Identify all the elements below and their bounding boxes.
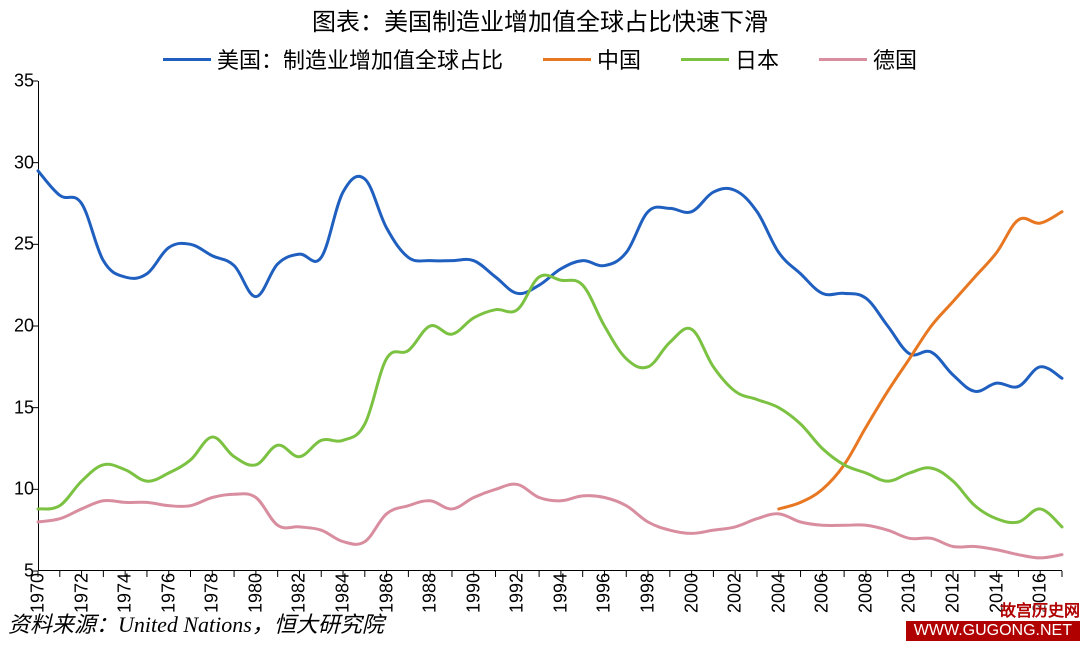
x-tick-label: 2000 xyxy=(681,573,702,613)
x-tick-label: 1998 xyxy=(638,573,659,613)
legend-item-japan: 日本 xyxy=(681,43,779,75)
x-tick-label: 1994 xyxy=(550,573,571,613)
x-tick-label: 1988 xyxy=(420,573,441,613)
y-tick-label: 35 xyxy=(4,71,34,92)
series-line-japan xyxy=(38,275,1062,527)
legend-item-china: 中国 xyxy=(543,43,641,75)
legend-label: 德国 xyxy=(873,43,917,75)
y-tick-label: 20 xyxy=(4,316,34,337)
x-tick-label: 1992 xyxy=(507,573,528,613)
watermark-label: 故宫历史网 xyxy=(906,597,1080,621)
source-text: 资料来源：United Nations，恒大研究院 xyxy=(8,607,384,639)
legend-swatch xyxy=(543,58,591,61)
legend-item-usa: 美国：制造业增加值全球占比 xyxy=(163,43,503,75)
series-line-germany xyxy=(38,484,1062,558)
legend-swatch xyxy=(681,58,729,61)
legend-item-germany: 德国 xyxy=(819,43,917,75)
plot-area: 5101520253035 xyxy=(38,81,1062,571)
watermark-url: WWW.GUGONG.NET xyxy=(906,621,1080,641)
legend-swatch xyxy=(819,58,867,61)
series-line-china xyxy=(779,212,1062,509)
legend-label: 中国 xyxy=(597,43,641,75)
x-tick-label: 2006 xyxy=(812,573,833,613)
watermark: 故宫历史网 WWW.GUGONG.NET xyxy=(906,597,1080,641)
x-tick-label: 1996 xyxy=(594,573,615,613)
y-tick-label: 15 xyxy=(4,397,34,418)
x-tick-label: 2004 xyxy=(768,573,789,613)
legend-swatch xyxy=(163,58,211,61)
x-tick-label: 2002 xyxy=(725,573,746,613)
chart-container: 图表：美国制造业增加值全球占比快速下滑 美国：制造业增加值全球占比 中国 日本 … xyxy=(0,0,1080,647)
x-tick-label: 1990 xyxy=(463,573,484,613)
legend-label: 美国：制造业增加值全球占比 xyxy=(217,43,503,75)
x-tick-label: 2008 xyxy=(855,573,876,613)
legend: 美国：制造业增加值全球占比 中国 日本 德国 xyxy=(0,37,1080,81)
y-axis-ticks: 5101520253035 xyxy=(4,81,34,571)
y-tick-label: 30 xyxy=(4,152,34,173)
y-tick-label: 10 xyxy=(4,479,34,500)
chart-title: 图表：美国制造业增加值全球占比快速下滑 xyxy=(0,0,1080,37)
plot-svg xyxy=(38,81,1062,571)
y-tick-label: 25 xyxy=(4,234,34,255)
legend-label: 日本 xyxy=(735,43,779,75)
